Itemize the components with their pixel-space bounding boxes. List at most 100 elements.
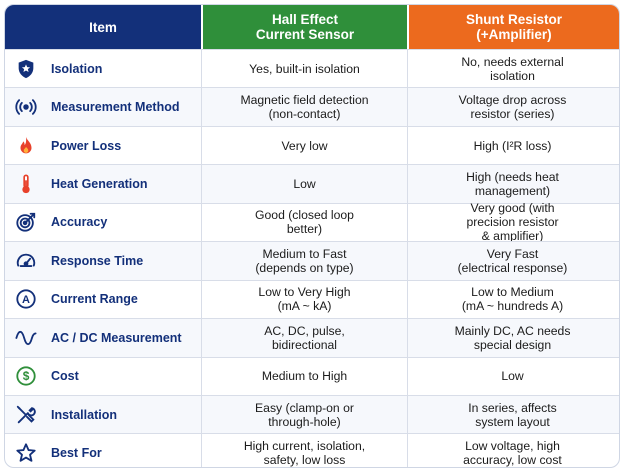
row-item-cell: Heat Generation	[5, 165, 201, 202]
shunt-cell-line: Very Fast	[486, 246, 539, 261]
thermometer-icon	[15, 173, 37, 195]
hall-cell-line: Good (closed loop	[255, 208, 354, 223]
hall-cell: Good (closed loop better)	[201, 203, 407, 242]
table-body: Isolation Yes, built-in isolation No, need…	[5, 49, 619, 468]
hall-cell-line: Easy (clamp-on or	[255, 400, 354, 415]
table-row: Power Loss Very low High (I²R loss)	[5, 125, 619, 165]
tools-icon	[15, 404, 37, 426]
comparison-table: Item Hall Effect Current Sensor Shunt Re…	[4, 4, 620, 468]
row-label: Response Time	[51, 253, 144, 268]
row-label: AC / DC Measurement	[51, 330, 182, 345]
header-hall-effect: Hall Effect Current Sensor	[201, 5, 407, 49]
shunt-cell-line: resistor (series)	[470, 107, 555, 122]
hall-cell: Low to Very High (mA ~ kA)	[201, 280, 407, 319]
header-shunt-line1: Shunt Resistor	[465, 12, 562, 27]
hall-cell-line: Low to Very High	[258, 285, 351, 300]
header-hall-line1: Hall Effect	[271, 12, 339, 27]
row-item-cell: Power Loss	[5, 127, 201, 164]
table-row: Best For High current, isolation, safety, …	[5, 433, 619, 468]
hall-cell: High current, isolation, safety, low loss	[201, 434, 407, 468]
hall-cell: Easy (clamp-on or through-hole)	[201, 395, 407, 434]
shunt-cell-line: High (needs heat	[466, 170, 559, 185]
row-item-cell: Accuracy	[5, 204, 201, 241]
header-hall-line2: Current Sensor	[255, 27, 355, 42]
row-item-cell: AC / DC Measurement	[5, 319, 201, 356]
shunt-cell-line: (mA ~ hundreds A)	[461, 299, 564, 314]
hall-cell-line: bidirectional	[271, 337, 338, 352]
shunt-cell-line: Mainly DC, AC needs	[454, 323, 571, 338]
row-label: Current Range	[51, 292, 138, 307]
speedometer-icon	[15, 250, 37, 272]
row-item-cell: Best For	[5, 434, 201, 467]
hall-cell: Medium to High	[201, 357, 407, 395]
hall-cell-line: Medium to Fast	[262, 246, 347, 261]
table-row: Accuracy Good (closed loop better) Very goo…	[5, 201, 619, 244]
shunt-cell: Low voltage, high accuracy, low cost	[407, 434, 617, 468]
row-label: Power Loss	[51, 138, 122, 153]
row-label: Installation	[51, 407, 117, 422]
table-row: A Current Range Low to Very High (mA ~ kA) L…	[5, 279, 619, 319]
hall-cell-line: (non-contact)	[268, 107, 341, 122]
target-icon	[15, 211, 37, 233]
shunt-cell-line: management)	[474, 184, 551, 199]
shunt-cell-line: isolation	[490, 68, 535, 83]
table-row: Response Time Medium to Fast (depends on t…	[5, 241, 619, 280]
shunt-cell-line: Low voltage, high	[465, 439, 560, 454]
sensor-signal-icon	[15, 96, 37, 118]
hall-cell-line: Magnetic field detection	[240, 93, 369, 108]
header-shunt-line2: (+Amplifier)	[476, 27, 552, 42]
shunt-cell-line: Very good (with	[470, 201, 555, 216]
header-shunt-resistor: Shunt Resistor (+Amplifier)	[407, 5, 619, 49]
shunt-cell: Low	[407, 357, 617, 395]
row-item-cell: Installation	[5, 396, 201, 433]
star-icon	[15, 442, 37, 464]
hall-cell-line: (depends on type)	[255, 260, 354, 275]
hall-cell: AC, DC, pulse, bidirectional	[201, 319, 407, 357]
hall-cell-line: High current, isolation,	[243, 439, 366, 454]
table-header: Item Hall Effect Current Sensor Shunt Re…	[5, 5, 619, 49]
hall-cell-line: Low	[293, 177, 316, 192]
hall-cell-line: Medium to High	[261, 369, 348, 384]
hall-cell-line: (mA ~ kA)	[277, 299, 332, 314]
table-row: Measurement Method Magnetic field detecti…	[5, 87, 619, 126]
shunt-cell: Very good (with precision resistor & ampli…	[407, 201, 617, 244]
row-item-cell: Response Time	[5, 242, 201, 279]
shunt-cell: Mainly DC, AC needs special design	[407, 319, 617, 357]
flame-icon	[15, 135, 37, 157]
header-item-label: Item	[89, 19, 117, 35]
shunt-cell: High (I²R loss)	[407, 126, 617, 165]
shield-icon	[15, 58, 37, 80]
hall-cell: Magnetic field detection (non-contact)	[201, 88, 407, 126]
row-label: Cost	[51, 369, 79, 384]
row-item-cell: A Current Range	[5, 281, 201, 318]
shunt-cell: Very Fast (electrical response)	[407, 242, 617, 280]
row-label: Accuracy	[51, 215, 108, 230]
shunt-cell: In series, affects system layout	[407, 395, 617, 434]
shunt-cell: High (needs heat management)	[407, 165, 617, 203]
shunt-cell-line: In series, affects	[468, 400, 557, 415]
table-row: $ Cost Medium to High Low	[5, 356, 619, 395]
shunt-cell-line: (electrical response)	[457, 260, 568, 275]
hall-cell-line: AC, DC, pulse,	[264, 323, 345, 338]
hall-cell-line: safety, low loss	[263, 453, 346, 468]
hall-cell-line: through-hole)	[268, 414, 341, 429]
table-row: AC / DC Measurement AC, DC, pulse, bidirec…	[5, 318, 619, 357]
shunt-cell-line: No, needs external	[461, 54, 564, 69]
hall-cell-line: Yes, built-in isolation	[249, 61, 360, 76]
shunt-cell-line: accuracy, low cost	[463, 453, 562, 468]
row-item-cell: Measurement Method	[5, 88, 201, 125]
dollar-icon: $	[15, 365, 37, 387]
hall-cell: Yes, built-in isolation	[201, 50, 407, 88]
row-label: Best For	[51, 446, 102, 461]
shunt-cell: No, needs external isolation	[407, 50, 617, 88]
shunt-cell-line: & amplifier)	[481, 229, 544, 244]
shunt-cell-line: Low to Medium	[471, 285, 554, 300]
hall-cell-line: Very low	[281, 138, 328, 153]
shunt-cell: Voltage drop across resistor (series)	[407, 88, 617, 126]
hall-cell: Very low	[201, 126, 407, 165]
row-label: Isolation	[51, 61, 103, 76]
shunt-cell-line: High (I²R loss)	[473, 138, 552, 153]
shunt-cell-line: special design	[473, 337, 552, 352]
hall-cell-line: better)	[286, 222, 323, 237]
table-row: Isolation Yes, built-in isolation No, need…	[5, 49, 619, 88]
